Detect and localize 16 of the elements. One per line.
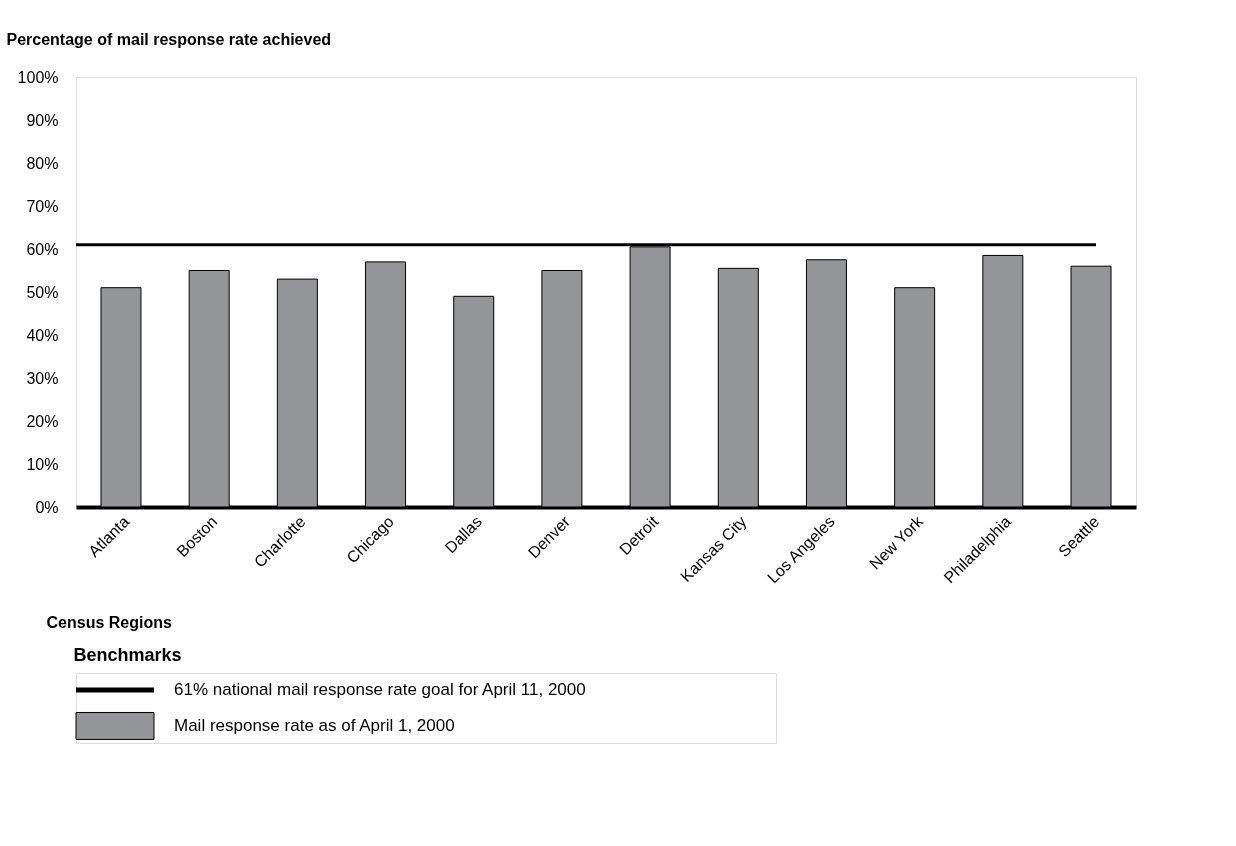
y-tick-label: 60% xyxy=(26,240,59,258)
legend-title: Benchmarks xyxy=(73,645,182,665)
y-tick-label: 50% xyxy=(26,283,59,301)
y-tick-label: 70% xyxy=(26,197,59,215)
y-tick-label: 30% xyxy=(26,369,59,387)
x-axis-title: Census Regions xyxy=(46,614,172,632)
legend-label: 61% national mail response rate goal for April 11, 2000 xyxy=(174,680,586,700)
y-tick-label: 80% xyxy=(26,154,59,172)
y-tick-label: 10% xyxy=(26,455,59,473)
y-axis-title: Percentage of mail response rate achieved xyxy=(6,30,332,48)
y-tick-label: 90% xyxy=(26,111,59,129)
legend-label: Mail response rate as of April 1, 2000 xyxy=(174,715,455,735)
y-tick-label: 40% xyxy=(26,326,59,344)
y-tick-label: 100% xyxy=(17,68,59,86)
y-tick-label: 0% xyxy=(35,498,59,516)
y-tick-label: 20% xyxy=(26,412,59,430)
